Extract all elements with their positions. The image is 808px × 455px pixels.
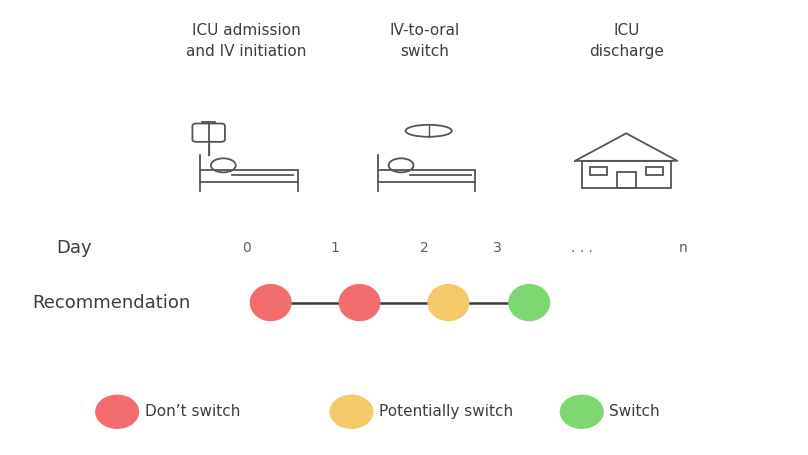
Ellipse shape: [560, 394, 604, 429]
Bar: [200, 170, 297, 182]
Bar: [377, 170, 475, 182]
Text: . . .: . . .: [570, 241, 593, 255]
Ellipse shape: [339, 284, 381, 321]
Text: 3: 3: [493, 241, 501, 255]
Ellipse shape: [508, 284, 550, 321]
Text: Recommendation: Recommendation: [32, 293, 191, 312]
Ellipse shape: [330, 394, 373, 429]
Ellipse shape: [95, 394, 139, 429]
Text: 0: 0: [242, 241, 250, 255]
Text: Switch: Switch: [609, 404, 660, 419]
Bar: [590, 167, 607, 175]
Text: Don’t switch: Don’t switch: [145, 404, 240, 419]
Text: Potentially switch: Potentially switch: [379, 404, 513, 419]
Text: ICU
discharge: ICU discharge: [589, 23, 663, 59]
Bar: [646, 167, 663, 175]
Text: n: n: [679, 241, 687, 255]
Bar: [582, 161, 671, 188]
Text: 1: 1: [331, 241, 339, 255]
Text: 2: 2: [420, 241, 428, 255]
Ellipse shape: [427, 284, 469, 321]
Ellipse shape: [250, 284, 292, 321]
Text: Day: Day: [57, 239, 92, 257]
Text: IV-to-oral
switch: IV-to-oral switch: [389, 23, 459, 59]
Bar: [617, 172, 636, 188]
Text: ICU admission
and IV initiation: ICU admission and IV initiation: [187, 23, 306, 59]
